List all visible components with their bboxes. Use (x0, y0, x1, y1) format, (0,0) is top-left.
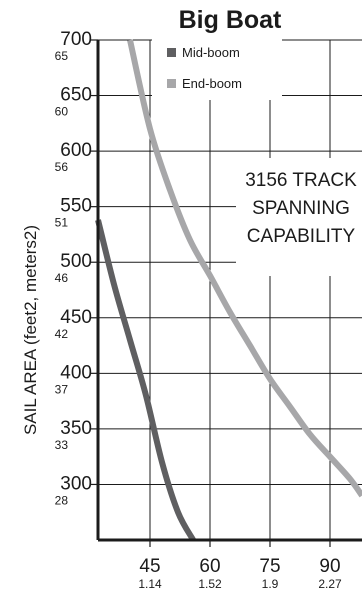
x-tick-label: 60 (199, 556, 220, 577)
x-tick-label: 75 (259, 556, 280, 577)
y-tick-label: 300 (60, 473, 92, 494)
x-tick-label: 90 (319, 556, 340, 577)
y-tick-sublabel: 51 (55, 216, 69, 230)
x-tick-labels: 451.14 601.52 751.9 902.27 (138, 556, 342, 591)
legend-background (152, 35, 282, 100)
annotation-line-3: CAPABILITY (247, 226, 356, 247)
annotation-line-1: 3156 TRACK (245, 170, 357, 191)
y-tick-label: 700 (60, 29, 92, 50)
x-tick-sublabel: 1.52 (198, 577, 222, 591)
chart-title: Big Boat (179, 6, 282, 34)
y-tick-sublabel: 56 (55, 160, 69, 174)
legend-label-end-boom: End-boom (182, 76, 242, 91)
y-tick-sublabel: 60 (55, 105, 69, 119)
y-tick-sublabel: 46 (55, 271, 69, 285)
x-tick-sublabel: 1.14 (138, 577, 162, 591)
annotation-line-2: SPANNING (252, 198, 350, 219)
legend: Mid-boom End-boom (152, 35, 282, 100)
axes (90, 39, 362, 547)
series-layer (95, 39, 362, 542)
y-tick-sublabel: 28 (55, 493, 69, 507)
series-line-mid-boom (95, 219, 196, 542)
annotation-box: 3156 TRACK SPANNING CAPABILITY (236, 158, 362, 276)
y-tick-label: 500 (60, 251, 92, 272)
y-tick-sublabel: 37 (55, 382, 69, 396)
y-tick-label: 400 (60, 362, 92, 383)
legend-label-mid-boom: Mid-boom (182, 45, 240, 60)
y-tick-sublabel: 42 (55, 327, 69, 341)
y-tick-sublabel: 33 (55, 438, 69, 452)
annotation-background (236, 158, 362, 276)
legend-swatch-end-boom (167, 79, 176, 88)
y-tick-label: 600 (60, 140, 92, 161)
series-line-end-boom (127, 39, 362, 498)
y-tick-label: 450 (60, 307, 92, 328)
x-tick-label: 45 (139, 556, 160, 577)
y-tick-label: 650 (60, 85, 92, 106)
y-tick-label: 550 (60, 196, 92, 217)
y-axis-label: SAIL AREA (feet2, meters2) (21, 225, 40, 435)
y-tick-sublabel: 65 (55, 49, 69, 63)
legend-swatch-mid-boom (167, 48, 176, 57)
x-tick-sublabel: 2.27 (318, 577, 342, 591)
x-tick-sublabel: 1.9 (262, 577, 279, 591)
y-tick-label: 350 (60, 418, 92, 439)
grid (98, 39, 362, 540)
